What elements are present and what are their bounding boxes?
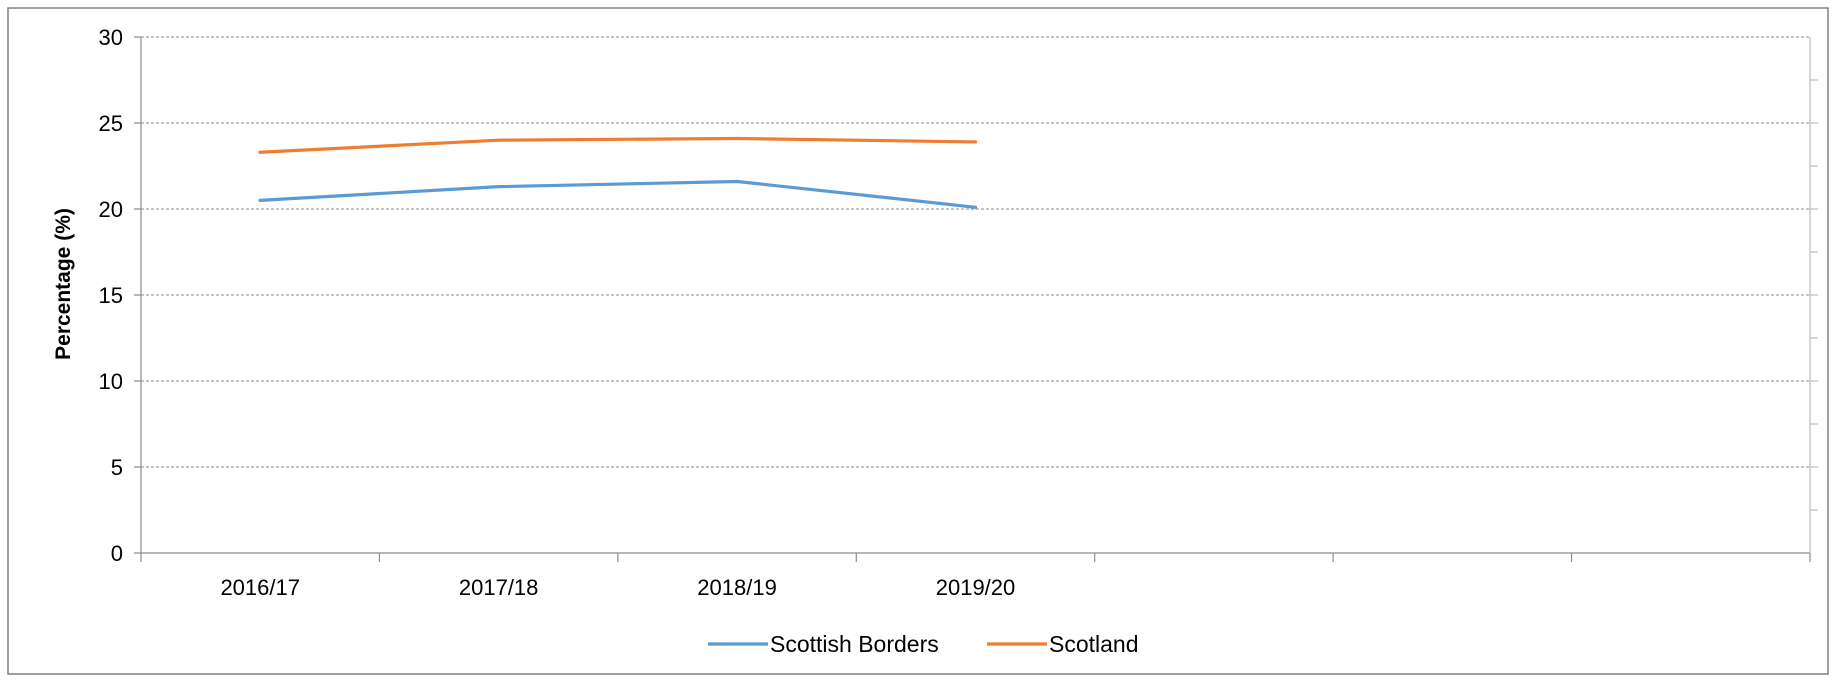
series-line-1 <box>258 136 978 154</box>
y-axis-title: Percentage (%) <box>52 208 75 360</box>
y-tick-label: 5 <box>111 455 123 480</box>
y-tick-label: 25 <box>99 111 123 136</box>
y-tick-label: 10 <box>99 369 123 394</box>
y-tick-label: 15 <box>99 283 123 308</box>
data-point <box>497 185 501 189</box>
data-point <box>258 198 262 202</box>
legend-label: Scotland <box>1049 631 1139 657</box>
y-tick-label: 0 <box>111 541 123 566</box>
data-point <box>973 140 978 144</box>
y-tick-label: 30 <box>99 25 123 50</box>
data-point <box>497 138 501 142</box>
legend: Scottish Borders Scotland <box>708 631 1139 657</box>
data-point <box>735 179 739 184</box>
data-point <box>258 150 262 154</box>
series-line-0 <box>258 179 978 209</box>
chart-border <box>7 7 1829 675</box>
y-tick-label: 20 <box>99 197 123 222</box>
data-point <box>973 205 978 209</box>
x-tick-label: 2016/17 <box>220 575 300 600</box>
x-tick-label: 2018/19 <box>697 575 777 600</box>
data-point <box>735 136 739 141</box>
x-tick-label: 2017/18 <box>459 575 539 600</box>
x-tick-label: 2019/20 <box>936 575 1016 600</box>
legend-label: Scottish Borders <box>770 631 939 657</box>
